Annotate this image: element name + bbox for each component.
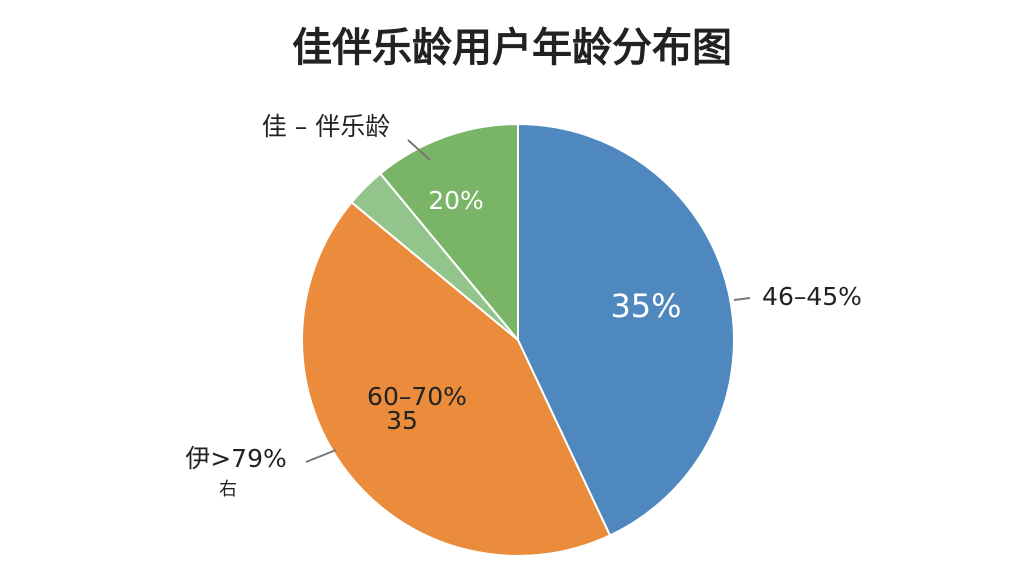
annotation: 35 [386,406,418,435]
leader-line [407,139,431,161]
annotation: 35% [610,287,681,325]
annotation: 20% [428,186,484,215]
annotation: 伊>79% [185,444,287,473]
annotation: 右 [219,479,237,500]
chart-title: 佳伴乐龄用户年龄分布图 [292,25,732,71]
leader-line [733,297,751,301]
pie-slice [301,200,612,557]
annotation: 佳 – 伴乐龄 [262,112,390,141]
leader-line [305,449,337,463]
pie-slice [517,122,735,537]
annotation: 46–45% [762,282,862,311]
annotation: 60–70% [367,382,467,411]
pie-slice [378,122,519,343]
